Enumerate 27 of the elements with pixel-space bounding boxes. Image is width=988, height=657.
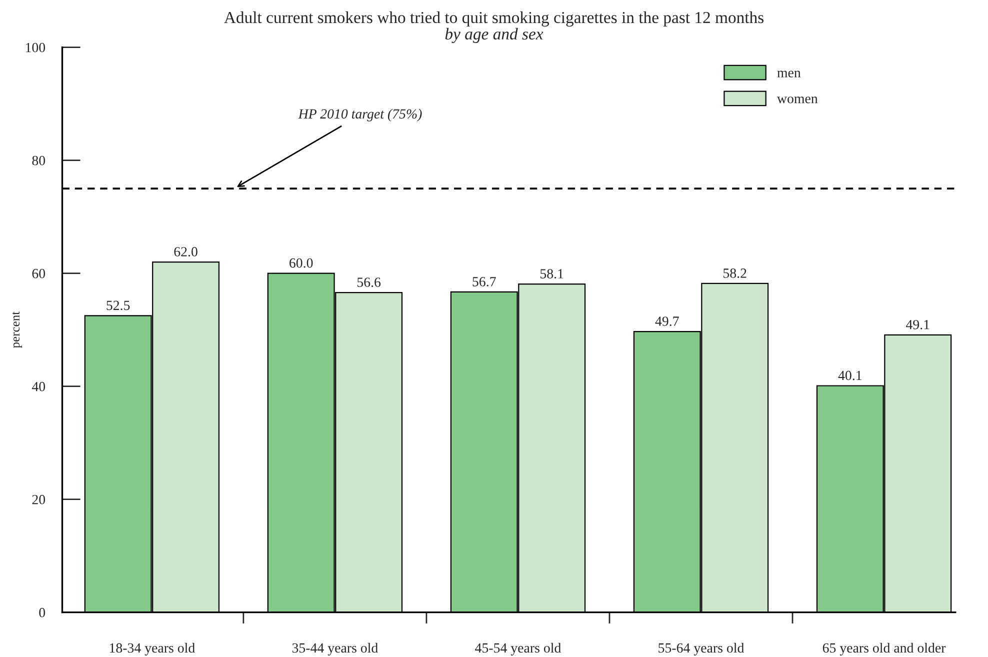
data-label: 58.1 (540, 269, 564, 279)
y-tick-label: 80 (32, 156, 46, 166)
data-label: 49.7 (655, 316, 679, 326)
y-tick-label: 100 (26, 42, 46, 52)
legend-label: men (777, 70, 801, 78)
data-label: 62.0 (174, 247, 198, 256)
y-tick-label: 60 (32, 268, 46, 278)
y-tick-label: 0 (39, 608, 46, 618)
chart-subtitle: by age and sex (445, 28, 544, 44)
x-tick-label: 65 years old and older (822, 642, 946, 656)
y-tick-label: 20 (32, 494, 46, 504)
data-label: 58.2 (724, 268, 746, 278)
data-label: 56.7 (472, 277, 496, 286)
y-tick-label: 40 (32, 382, 46, 392)
data-label: 56.6 (357, 278, 381, 287)
ref-line-label: HP 2010 target (75%) (298, 108, 422, 122)
data-label: 60.0 (290, 258, 313, 268)
data-label: 49.1 (906, 320, 930, 330)
data-label: 52.5 (106, 300, 130, 310)
x-tick-label: 45-54 years old (475, 642, 561, 656)
y-axis-title: percent (12, 311, 22, 348)
chart-title: Adult current smokers who tried to quit smoking cigarettes in the past 12 months (224, 11, 764, 27)
x-tick-label: 55-64 years old (658, 642, 744, 656)
x-tick-label: 18-34 years old (110, 642, 195, 656)
legend-label: women (776, 96, 818, 104)
data-label: 40.1 (838, 370, 862, 380)
x-tick-label: 35-44 years old (292, 642, 378, 656)
